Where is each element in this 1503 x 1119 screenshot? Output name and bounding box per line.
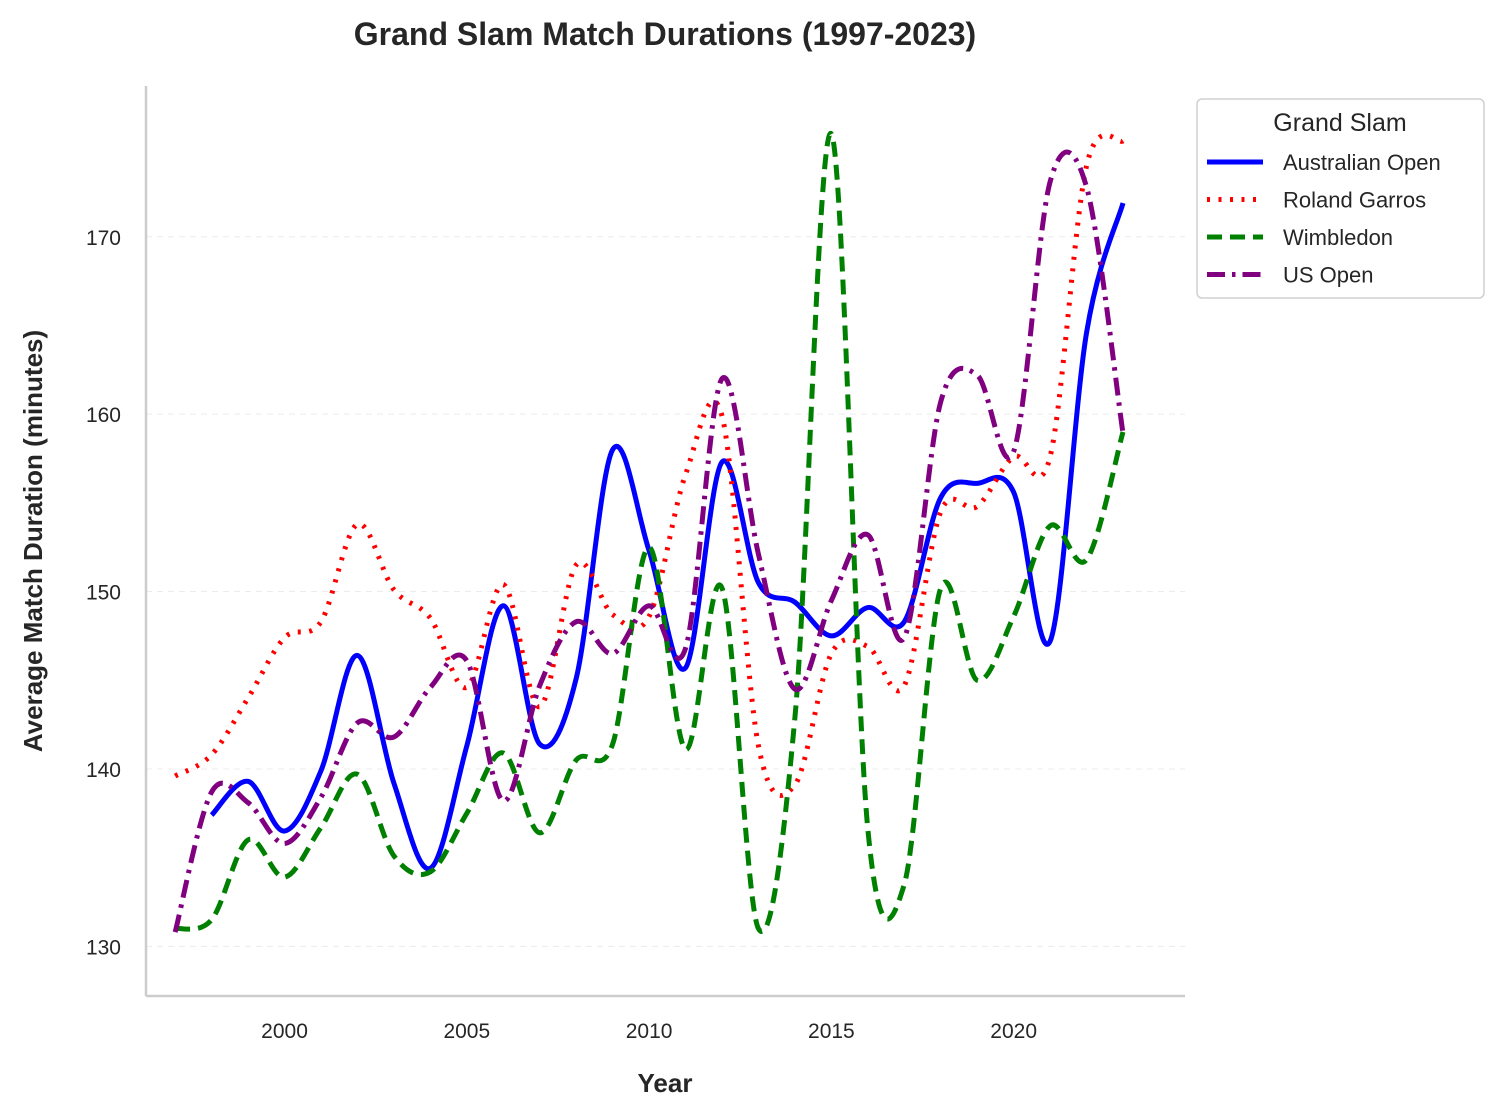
legend-label: Wimbledon xyxy=(1283,225,1393,250)
legend-label: Australian Open xyxy=(1283,150,1441,175)
legend-item-australian-open: Australian Open xyxy=(1207,150,1441,175)
x-tick-label: 2015 xyxy=(808,1020,855,1043)
y-axis-label: Average Match Duration (minutes) xyxy=(18,330,48,752)
y-tick-label: 130 xyxy=(86,936,121,959)
legend-label: US Open xyxy=(1283,263,1374,288)
legend-frame xyxy=(1196,98,1485,299)
chart-title: Grand Slam Match Durations (1997-2023) xyxy=(354,16,976,52)
legend-title: Grand Slam xyxy=(1273,109,1406,137)
series-layer xyxy=(172,131,1126,934)
y-ticks: 130 140 150 160 170 xyxy=(86,227,121,960)
x-tick-label: 2005 xyxy=(443,1020,490,1043)
y-tick-label: 140 xyxy=(86,759,121,782)
series-line-wimbledon xyxy=(174,131,1126,934)
x-axis-label: Year xyxy=(638,1068,693,1098)
legend-label: Roland Garros xyxy=(1283,188,1426,213)
x-tick-label: 2020 xyxy=(990,1020,1037,1043)
series-line-roland-garros xyxy=(173,132,1125,798)
x-tick-label: 2000 xyxy=(261,1020,308,1043)
legend-items: Australian Open Roland Garros Wimbledon US … xyxy=(1207,150,1441,288)
legend-item-wimbledon: Wimbledon xyxy=(1207,225,1393,250)
series-line-us-open xyxy=(172,149,1126,933)
x-tick-label: 2010 xyxy=(626,1020,673,1043)
y-tick-label: 150 xyxy=(86,582,121,605)
legend: Grand Slam Australian Open Roland Garros W… xyxy=(1196,98,1485,299)
x-ticks: 2000 2005 2010 2015 2020 xyxy=(261,1020,1037,1043)
gridlines xyxy=(146,236,1185,947)
y-tick-label: 170 xyxy=(86,227,121,250)
y-tick-label: 160 xyxy=(86,404,121,427)
legend-item-roland-garros: Roland Garros xyxy=(1207,188,1426,213)
legend-item-us-open: US Open xyxy=(1207,263,1374,288)
